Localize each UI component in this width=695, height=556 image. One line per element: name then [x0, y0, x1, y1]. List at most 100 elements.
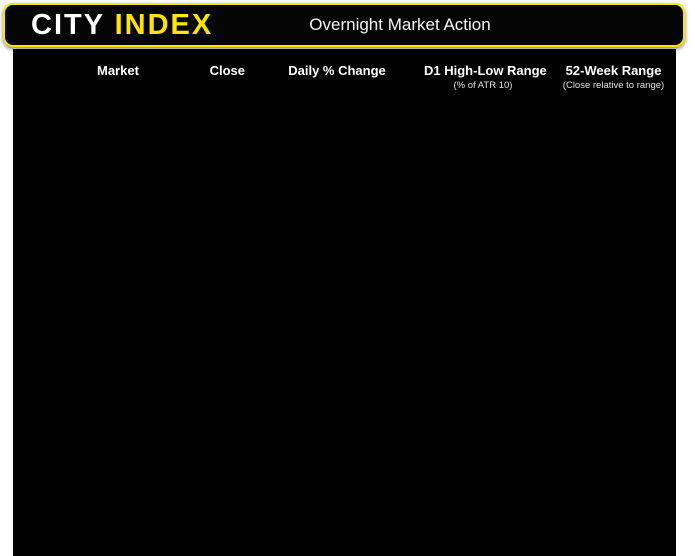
close-value: 2,275.32: [13, 529, 76, 546]
section-label: Commodities:: [13, 265, 111, 282]
market-name: AUD/USD: [13, 118, 86, 135]
d1-range-row: 152.2%: [13, 135, 676, 153]
daily-change-value: -0.16%: [13, 424, 64, 441]
daily-change-value: 0.84%: [13, 154, 59, 171]
close-value: 0.7904: [13, 190, 62, 207]
close-value: 1.2044: [13, 298, 62, 315]
d1-range-value: 141.9%: [13, 372, 68, 389]
d1-range-value: 144.4%: [13, 510, 68, 527]
d1-range-row: 141.9%: [13, 372, 676, 390]
table-row: NZD/USD 0.7261 0.39%: [13, 496, 313, 550]
d1-range-value: 104.6%: [13, 438, 68, 455]
table-row: Indices: S&P 500 3,901.82 2.38%: [13, 385, 313, 457]
daily-change-value: -0.26%: [13, 373, 64, 390]
d1-range-row: 75.4%: [13, 282, 676, 300]
column-header-d1-range: D1 High-Low Range: [424, 63, 547, 78]
d1-range-value: 128.5%: [13, 264, 68, 281]
daily-change-value: 1.01%: [13, 478, 59, 495]
close-value: 0.7261: [13, 514, 62, 531]
market-name: WTI: [13, 553, 313, 556]
section-label: Forex:: [13, 100, 59, 117]
d1-range-value: 93.6%: [13, 207, 59, 224]
d1-range-row: 68.0%: [13, 474, 676, 492]
close-value: 26.55: [13, 355, 54, 372]
table-row: Forex: AUD/USD 0.7770 0.84%: [13, 100, 313, 172]
section-indices: Indices: S&P 500 3,901.82 2.38% Nasdaq-100 13…: [13, 382, 676, 556]
daily-change-value: 0.39%: [13, 532, 59, 549]
d1-range-value: 75.1%: [13, 528, 59, 545]
d1-range-value: 101.4%: [13, 153, 68, 170]
city-index-logo: CITY INDEX: [31, 9, 213, 42]
market-name: Nasdaq-100: [13, 457, 101, 474]
market-name: NZD/USD: [13, 496, 85, 513]
d1-chart-box: 100.7% 97.8% 152.2% 101.4% 86.1% 80.1% 93.6% 80…: [13, 99, 676, 409]
d1-range-value: 68.0%: [13, 474, 59, 491]
table-row: Commodities: Gold 1,724.74 -0.50%: [13, 265, 313, 337]
d1-range-row: 93.6%: [13, 207, 676, 225]
market-name: MXN/USD: [13, 442, 87, 459]
d1-range-value: 116.2%: [13, 261, 67, 278]
daily-change-value: -0.35%: [13, 481, 64, 498]
d1-range-row: 86.1%: [13, 171, 676, 189]
close-value: 1.0929: [13, 244, 62, 261]
d1-range-row: 133.0%: [13, 492, 676, 510]
d1-range-row: 116.2%: [13, 261, 676, 279]
chart-rows: 133.2% 88.3% 138.0% 104.6% 93.7% 68.0% 133.0% 1…: [13, 384, 676, 556]
table-row: GBP/USD 1.3920 -0.09%: [13, 334, 313, 388]
d1-range-row: 137.1%: [13, 354, 676, 372]
market-name: JPY/USD: [13, 388, 81, 405]
daily-change-value: -0.09%: [13, 370, 64, 387]
column-subheader-52week: (Close relative to range): [562, 80, 665, 91]
d1-range-row: 109.8%: [13, 243, 676, 261]
column-header-market: Market: [97, 63, 139, 78]
d1-range-row: 75.1%: [13, 528, 676, 546]
section-text-rows: Commodities: Gold 1,724.74 -0.50% Silver 26.5…: [13, 265, 313, 556]
d1-range-value: 88.3%: [13, 402, 59, 419]
close-value: 0.9365: [13, 406, 62, 423]
close-value: 3,901.82: [13, 421, 76, 438]
d1-range-value: 108.5%: [13, 300, 68, 317]
d1-range-value: 80.3%: [13, 225, 59, 242]
table-row: Palladium 2,360.18 1.86%: [13, 499, 313, 553]
table-row: JPY/USD 0.9365 -0.16%: [13, 388, 313, 442]
section-forex: Forex: AUD/USD 0.7770 0.84% CAD/USD 0.7904 0.7…: [13, 97, 676, 556]
d1-range-row: 128.5%: [13, 264, 676, 282]
daily-change-value: 0.73%: [13, 208, 59, 225]
section-text-rows: Indices: S&P 500 3,901.82 2.38% Nasdaq-100 13…: [13, 385, 313, 556]
market-name: EUR/USD: [13, 280, 86, 297]
d1-range-row: 87.7%: [13, 318, 676, 336]
section-text-rows: Forex: AUD/USD 0.7770 0.84% CAD/USD 0.7904 0.7…: [13, 100, 313, 556]
d1-range-value: 83.4%: [13, 336, 59, 353]
d1-range-row: 144.4%: [13, 510, 676, 528]
d1-range-value: 100.7%: [13, 99, 68, 116]
d1-range-row: 88.3%: [13, 402, 676, 420]
d1-range-row: 133.2%: [13, 384, 676, 402]
close-value: 13,282.95: [13, 475, 85, 492]
chart-rows: 128.5% 75.4% 108.5% 87.7% 83.4% 137.1% 141.9%: [13, 264, 676, 390]
d1-range-row: 93.7%: [13, 456, 676, 474]
d1-range-value: 93.7%: [13, 456, 59, 473]
market-name: Platinum: [13, 445, 76, 462]
close-value: 0.0484: [13, 460, 62, 477]
market-name: Gold: [13, 283, 47, 300]
logo-word-index: INDEX: [114, 9, 214, 41]
page-title: Overnight Market Action: [309, 15, 491, 34]
d1-range-row: 55.8%: [13, 546, 676, 556]
d1-range-value: 133.0%: [13, 492, 68, 509]
d1-range-value: 137.1%: [13, 354, 68, 371]
close-value: 1,724.74: [13, 301, 76, 318]
d1-range-value: 109.8%: [13, 243, 68, 260]
market-table-panel: Market Close Daily % Change D1 High-Low …: [13, 49, 676, 556]
d1-range-value: 86.1%: [13, 171, 59, 188]
d1-range-row: 138.0%: [13, 420, 676, 438]
d1-range-value: 133.2%: [13, 384, 68, 401]
daily-change-value: -0.50%: [13, 319, 64, 336]
d1-range-value: 152.2%: [13, 135, 68, 152]
daily-change-value: 2.38%: [13, 439, 59, 456]
daily-change-value: 0.61%: [13, 427, 59, 444]
table-row: EUR/USD 1.2044 -0.25%: [13, 280, 313, 334]
column-header-close: Close: [209, 63, 245, 78]
d1-range-row: 100.7%: [13, 99, 676, 117]
